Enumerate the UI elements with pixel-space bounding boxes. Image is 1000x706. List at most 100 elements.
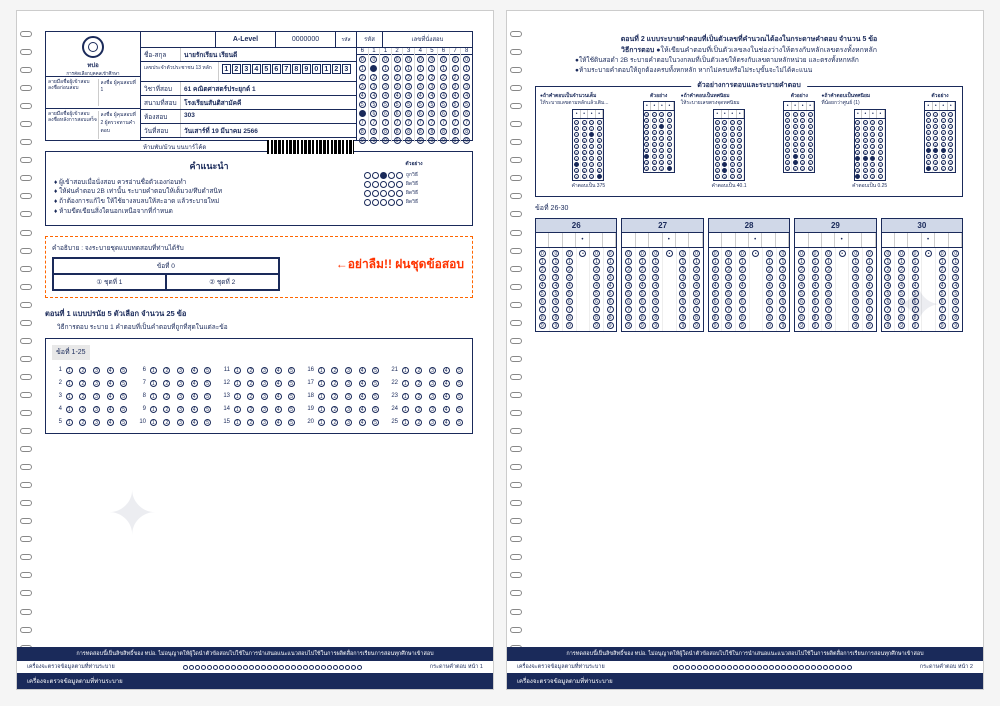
fill-bubble[interactable]: 8 — [725, 314, 732, 321]
fill-bubble[interactable]: 0 — [798, 250, 805, 257]
fill-bubble[interactable]: 5 — [607, 290, 614, 297]
fill-bubble[interactable]: 6 — [593, 298, 600, 305]
fill-bubble[interactable]: 2 — [884, 266, 891, 273]
fill-bubble[interactable]: 9 — [607, 322, 614, 329]
answer-bubble[interactable]: 2 — [79, 419, 86, 426]
fill-bubble[interactable]: 8 — [779, 314, 786, 321]
fill-bubble[interactable]: 4 — [607, 282, 614, 289]
fill-bubble[interactable]: 5 — [739, 290, 746, 297]
fill-bubble[interactable]: 1 — [539, 258, 546, 265]
fill-bubble[interactable]: 3 — [539, 274, 546, 281]
answer-bubble[interactable]: 2 — [415, 419, 422, 426]
fill-bubble[interactable]: 1 — [884, 258, 891, 265]
fill-bubble[interactable]: 2 — [739, 266, 746, 273]
fill-bubble[interactable]: 9 — [625, 322, 632, 329]
fill-bubble[interactable]: 0 — [593, 250, 600, 257]
fill-bubble[interactable]: 4 — [739, 282, 746, 289]
fill-bubble[interactable]: 9 — [593, 322, 600, 329]
fill-bubble[interactable]: 3 — [884, 274, 891, 281]
fill-bubble[interactable]: 0 — [766, 250, 773, 257]
fill-bubble[interactable]: 2 — [593, 266, 600, 273]
fill-bubble[interactable]: 5 — [884, 290, 891, 297]
answer-bubble[interactable]: 3 — [93, 393, 100, 400]
fill-bubble[interactable]: 6 — [939, 298, 946, 305]
fill-bubble[interactable]: 2 — [679, 266, 686, 273]
fill-bubble[interactable]: 8 — [852, 314, 859, 321]
answer-bubble[interactable]: 3 — [177, 393, 184, 400]
fill-bubble[interactable]: 7 — [625, 306, 632, 313]
answer-bubble[interactable]: 2 — [331, 380, 338, 387]
fill-bubble[interactable]: 7 — [712, 306, 719, 313]
fill-bubble[interactable]: 0 — [712, 250, 719, 257]
fill-bubble[interactable]: • — [925, 250, 932, 257]
fill-bubble[interactable]: 0 — [607, 250, 614, 257]
fill-bubble[interactable]: 8 — [712, 314, 719, 321]
answer-bubble[interactable]: 5 — [120, 367, 127, 374]
answer-bubble[interactable]: 3 — [177, 367, 184, 374]
fill-bubble[interactable]: 0 — [739, 250, 746, 257]
answer-bubble[interactable]: 1 — [66, 406, 73, 413]
fill-bubble[interactable]: 6 — [712, 298, 719, 305]
answer-bubble[interactable]: 5 — [456, 367, 463, 374]
fill-bubble[interactable]: 4 — [712, 282, 719, 289]
answer-bubble[interactable]: 2 — [247, 406, 254, 413]
answer-bubble[interactable]: 1 — [234, 406, 241, 413]
fill-bubble[interactable]: 3 — [679, 274, 686, 281]
fill-bubble[interactable]: 7 — [693, 306, 700, 313]
fill-bubble[interactable]: 8 — [539, 314, 546, 321]
fill-bubble[interactable]: 9 — [679, 322, 686, 329]
fill-bubble[interactable]: 0 — [679, 250, 686, 257]
answer-bubble[interactable]: 1 — [402, 367, 409, 374]
fill-bubble[interactable]: 8 — [679, 314, 686, 321]
fill-bubble[interactable]: 7 — [679, 306, 686, 313]
fill-bubble[interactable]: 7 — [852, 306, 859, 313]
fill-bubble[interactable]: 4 — [912, 282, 919, 289]
fill-bubble[interactable]: 4 — [625, 282, 632, 289]
fill-bubble[interactable]: • — [579, 250, 586, 257]
answer-bubble[interactable]: 4 — [359, 380, 366, 387]
fill-bubble[interactable]: 1 — [898, 258, 905, 265]
exam-set-1[interactable]: ① ชุดที่ 1 — [53, 274, 166, 290]
answer-bubble[interactable]: 5 — [456, 419, 463, 426]
fill-bubble[interactable]: 6 — [812, 298, 819, 305]
fill-bubble[interactable]: 1 — [779, 258, 786, 265]
answer-bubble[interactable]: 2 — [247, 419, 254, 426]
fill-bubble[interactable]: 8 — [739, 314, 746, 321]
fill-bubble[interactable]: 5 — [652, 290, 659, 297]
answer-bubble[interactable]: 1 — [318, 419, 325, 426]
fill-bubble[interactable]: 4 — [539, 282, 546, 289]
answer-bubble[interactable]: 5 — [204, 419, 211, 426]
fill-bubble[interactable]: 5 — [912, 290, 919, 297]
fill-bubble[interactable]: • — [666, 250, 673, 257]
fill-bubble[interactable]: 9 — [639, 322, 646, 329]
answer-bubble[interactable]: 3 — [261, 406, 268, 413]
fill-bubble[interactable]: 0 — [866, 250, 873, 257]
fill-bubble[interactable]: 9 — [693, 322, 700, 329]
answer-bubble[interactable]: 1 — [234, 380, 241, 387]
answer-bubble[interactable]: 2 — [331, 419, 338, 426]
fill-bubble[interactable]: 7 — [898, 306, 905, 313]
answer-bubble[interactable]: 4 — [443, 406, 450, 413]
answer-bubble[interactable]: 2 — [247, 393, 254, 400]
fill-bubble[interactable]: 3 — [552, 274, 559, 281]
fill-bubble[interactable]: 9 — [725, 322, 732, 329]
fill-bubble[interactable]: 0 — [852, 250, 859, 257]
answer-bubble[interactable]: 5 — [372, 393, 379, 400]
fill-bubble[interactable]: 8 — [952, 314, 959, 321]
fill-bubble[interactable]: 9 — [652, 322, 659, 329]
fill-bubble[interactable]: 8 — [898, 314, 905, 321]
fill-bubble[interactable]: 8 — [607, 314, 614, 321]
answer-bubble[interactable]: 1 — [318, 393, 325, 400]
fill-bubble[interactable]: 9 — [712, 322, 719, 329]
fill-bubble[interactable]: 2 — [766, 266, 773, 273]
fill-bubble[interactable]: 6 — [852, 298, 859, 305]
answer-bubble[interactable]: 5 — [120, 393, 127, 400]
fill-bubble[interactable]: 1 — [852, 258, 859, 265]
answer-bubble[interactable]: 4 — [359, 367, 366, 374]
fill-bubble[interactable]: 6 — [679, 298, 686, 305]
fill-bubble[interactable]: 5 — [725, 290, 732, 297]
answer-bubble[interactable]: 5 — [456, 406, 463, 413]
fill-bubble[interactable]: 7 — [866, 306, 873, 313]
answer-bubble[interactable]: 4 — [275, 406, 282, 413]
answer-bubble[interactable]: 1 — [150, 393, 157, 400]
